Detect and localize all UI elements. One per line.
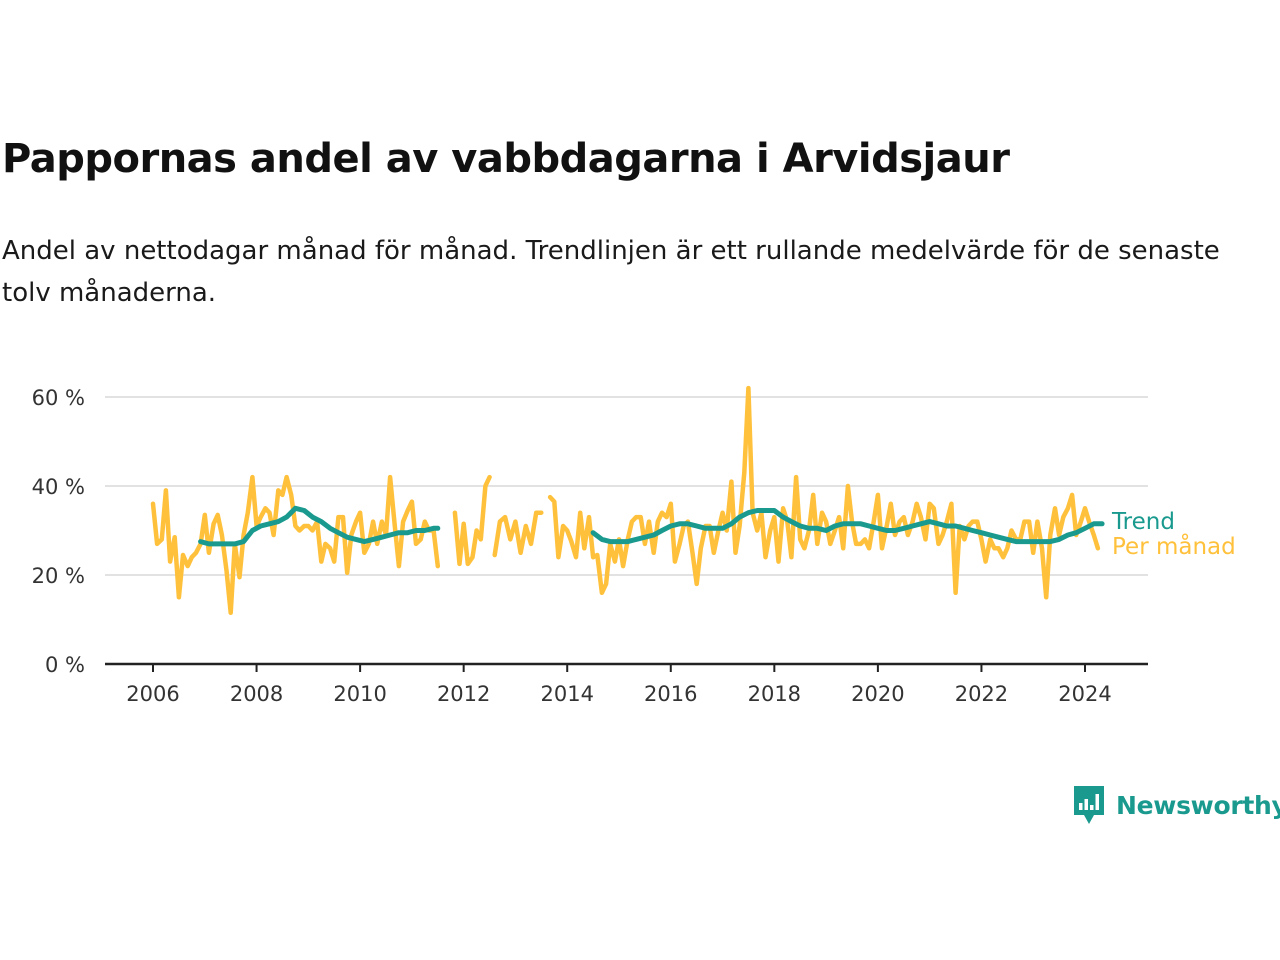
x-tick-label: 2008 — [230, 682, 283, 706]
y-axis: 0 % 20 % 40 % 60 % — [32, 386, 85, 677]
y-tick-label: 20 % — [32, 564, 85, 588]
series-line-monthly — [492, 510, 544, 558]
series-layer — [150, 385, 1105, 616]
chart-title: Pappornas andel av vabbdagarna i Arvidsj… — [2, 136, 1010, 182]
y-tick-label: 40 % — [32, 475, 85, 499]
y-tick-label: 0 % — [45, 653, 85, 677]
legend-label-monthly: Per månad — [1112, 532, 1236, 560]
x-tick-label: 2012 — [437, 682, 490, 706]
series-monthly — [150, 385, 1101, 616]
x-tick-label: 2018 — [748, 682, 801, 706]
chart-subtitle: Andel av nettodagar månad för månad. Tre… — [2, 236, 1220, 308]
series-line-monthly — [547, 385, 1101, 600]
x-tick-label: 2024 — [1058, 682, 1111, 706]
newsworthy-logo-icon — [1074, 786, 1104, 824]
series-trend — [198, 505, 1105, 547]
x-tick-label: 2016 — [644, 682, 697, 706]
x-tick-label: 2020 — [851, 682, 904, 706]
series-line-trend — [590, 508, 1105, 545]
brand-footer: Newsworthy — [1072, 784, 1280, 826]
x-tick-label: 2014 — [540, 682, 593, 706]
grid-lines — [105, 396, 1148, 576]
series-line-trend — [198, 505, 441, 547]
x-axis: 2006 2008 2010 2012 2014 2016 2018 2020 2022 2024 — [126, 664, 1112, 706]
x-tick-label: 2006 — [126, 682, 179, 706]
series-line-monthly — [452, 474, 492, 567]
series-line-monthly — [150, 474, 441, 616]
x-tick-label: 2010 — [333, 682, 386, 706]
brand-name: Newsworthy — [1116, 790, 1280, 820]
y-tick-label: 60 % — [32, 386, 85, 410]
x-tick-label: 2022 — [955, 682, 1008, 706]
legend-label-trend: Trend — [1111, 509, 1175, 535]
